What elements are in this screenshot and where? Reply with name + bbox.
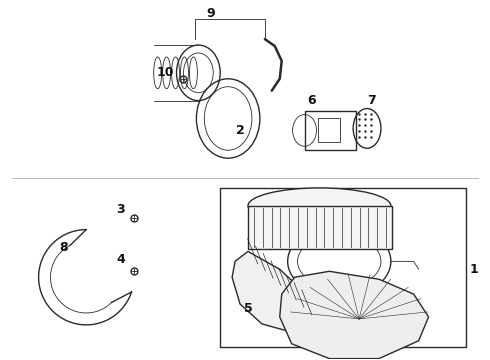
Text: 4: 4 (117, 253, 125, 266)
Text: 5: 5 (244, 302, 252, 315)
Ellipse shape (248, 188, 391, 224)
Text: 9: 9 (206, 7, 215, 20)
Polygon shape (280, 271, 429, 359)
Text: 1: 1 (470, 263, 479, 276)
Text: 6: 6 (307, 94, 316, 107)
Bar (318, 118, 340, 142)
Text: 3: 3 (117, 203, 125, 216)
Text: 10: 10 (157, 66, 174, 79)
Text: 2: 2 (236, 124, 245, 137)
Ellipse shape (288, 226, 391, 297)
Polygon shape (232, 251, 318, 334)
Polygon shape (248, 206, 392, 249)
Text: 8: 8 (59, 241, 68, 254)
Bar (220, 188, 466, 347)
Bar (305, 111, 356, 150)
Text: 7: 7 (367, 94, 375, 107)
